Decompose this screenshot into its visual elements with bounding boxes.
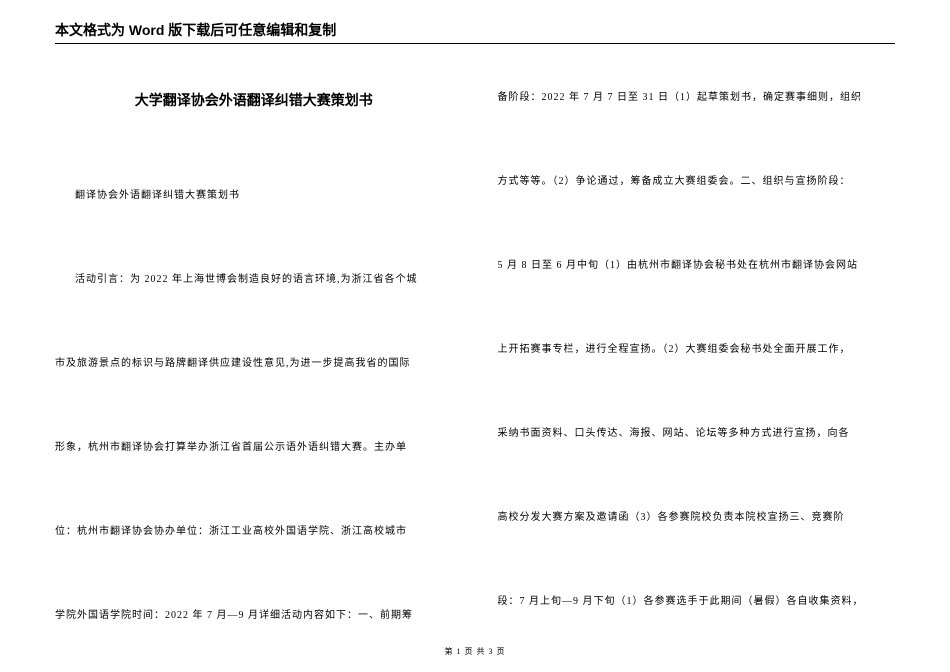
paragraph: 位：杭州市翻译协会协办单位：浙江工业高校外国语学院、浙江高校城市 bbox=[55, 524, 453, 540]
page-footer: 第 1 页 共 3 页 bbox=[0, 646, 950, 657]
two-column-layout: 大学翻译协会外语翻译纠错大赛策划书 翻译协会外语翻译纠错大赛策划书 活动引言：为… bbox=[55, 55, 895, 632]
page-number: 第 1 页 共 3 页 bbox=[445, 647, 506, 656]
document-title: 大学翻译协会外语翻译纠错大赛策划书 bbox=[55, 90, 453, 110]
paragraph: 采纳书面资料、口头传达、海报、网站、论坛等多种方式进行宣扬，向各 bbox=[498, 426, 896, 442]
paragraph: 段：7 月上旬—9 月下旬（1）各参赛选手于此期间（暑假）各自收集资料， bbox=[498, 594, 896, 610]
paragraph: 活动引言：为 2022 年上海世博会制造良好的语言环境,为浙江省各个城 bbox=[55, 272, 453, 288]
page-body: 大学翻译协会外语翻译纠错大赛策划书 翻译协会外语翻译纠错大赛策划书 活动引言：为… bbox=[55, 55, 895, 632]
paragraph: 上开拓赛事专栏，进行全程宣扬。（2）大赛组委会秘书处全面开展工作， bbox=[498, 342, 896, 358]
paragraph: 市及旅游景点的标识与路牌翻译供应建设性意见,为进一步提高我省的国际 bbox=[55, 356, 453, 372]
column-left: 大学翻译协会外语翻译纠错大赛策划书 翻译协会外语翻译纠错大赛策划书 活动引言：为… bbox=[55, 55, 453, 632]
paragraph: 高校分发大赛方案及邀请函（3）各参赛院校负责本院校宣扬三、竞赛阶 bbox=[498, 510, 896, 526]
paragraph: 形象，杭州市翻译协会打算举办浙江省首届公示语外语纠错大赛。主办单 bbox=[55, 440, 453, 456]
column-right: 备阶段：2022 年 7 月 7 日至 31 日（1）起草策划书，确定赛事细则，… bbox=[498, 55, 896, 632]
paragraph: 5 月 8 日至 6 月中旬（1）由杭州市翻译协会秘书处在杭州市翻译协会网站 bbox=[498, 258, 896, 274]
header-bar: 本文格式为 Word 版下载后可任意编辑和复制 bbox=[55, 20, 895, 44]
paragraph: 方式等等。（2）争论通过，筹备成立大赛组委会。二、组织与宣扬阶段： bbox=[498, 174, 896, 190]
paragraph: 学院外国语学院时间：2022 年 7 月—9 月详细活动内容如下：一、前期筹 bbox=[55, 608, 453, 624]
paragraph: 翻译协会外语翻译纠错大赛策划书 bbox=[55, 188, 453, 204]
header-notice: 本文格式为 Word 版下载后可任意编辑和复制 bbox=[55, 22, 336, 38]
paragraph: 备阶段：2022 年 7 月 7 日至 31 日（1）起草策划书，确定赛事细则，… bbox=[498, 90, 896, 106]
